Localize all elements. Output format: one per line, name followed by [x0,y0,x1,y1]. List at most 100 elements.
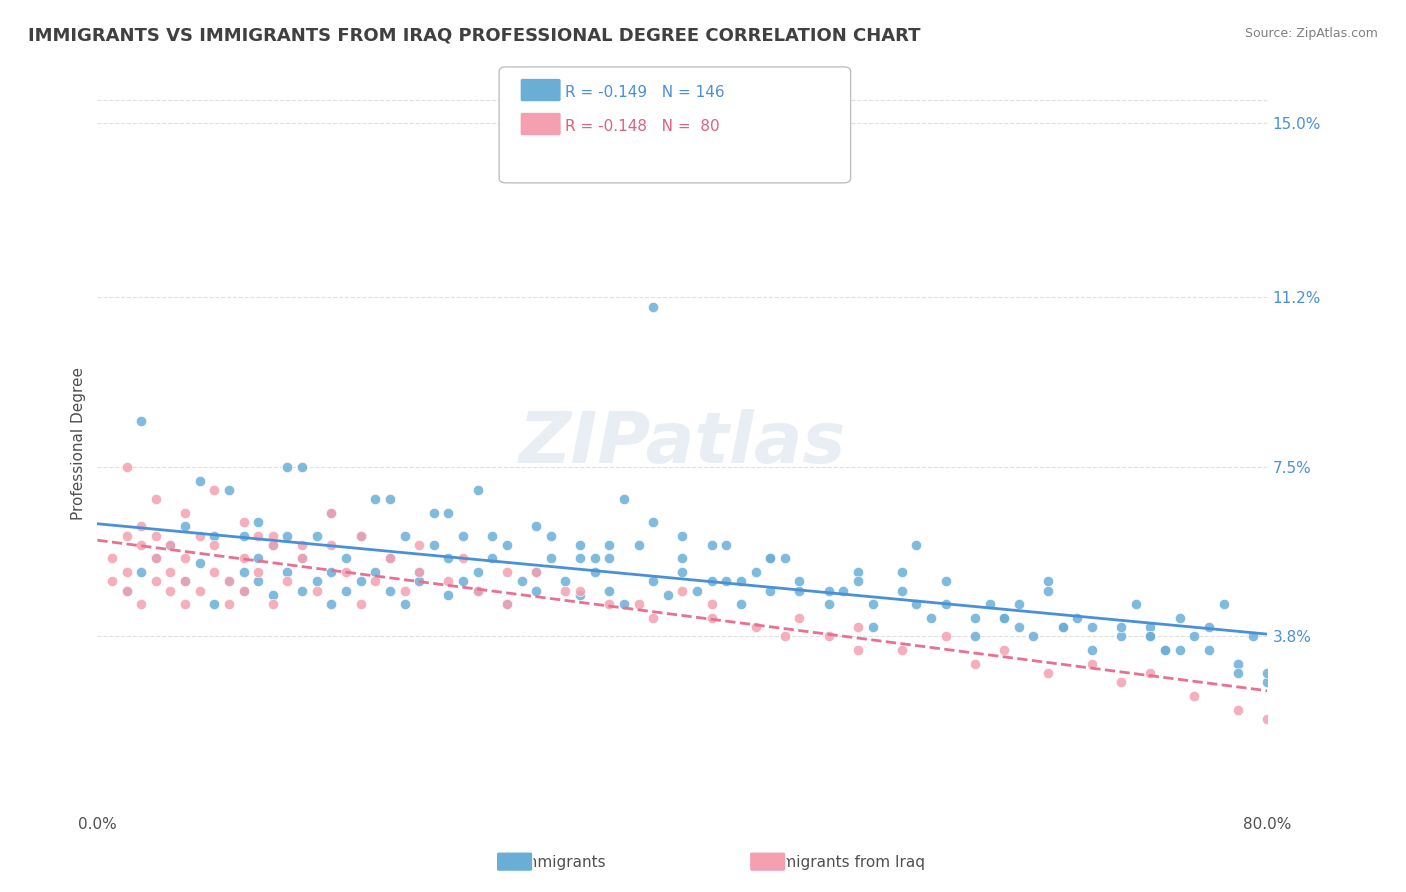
Point [129,566,152,580]
Point [305,583,328,598]
Point [716,574,738,589]
Point [202,538,225,552]
Point [262,538,284,552]
Point [1198,643,1220,657]
Point [700,538,723,552]
Point [174,551,197,566]
Point [437,506,460,520]
Point [1256,675,1278,690]
Point [262,538,284,552]
Point [1154,643,1177,657]
Point [613,491,636,506]
Point [276,574,298,589]
Point [759,551,782,566]
Point [716,538,738,552]
Text: R = -0.148   N =  80: R = -0.148 N = 80 [565,120,720,134]
Point [773,629,796,643]
Point [627,538,650,552]
Point [657,588,679,602]
Point [202,566,225,580]
Point [700,597,723,611]
Point [159,538,181,552]
Point [218,574,240,589]
Point [394,528,416,542]
Point [496,538,519,552]
Point [321,506,343,520]
Point [321,538,343,552]
Point [643,574,665,589]
Point [451,574,474,589]
Point [321,566,343,580]
Point [321,597,343,611]
Point [188,556,211,570]
Point [700,611,723,625]
Point [291,583,314,598]
Point [1008,597,1031,611]
Point [423,506,446,520]
Point [115,459,138,474]
Point [291,459,314,474]
Point [1212,597,1234,611]
Point [202,483,225,497]
Point [174,597,197,611]
Point [817,629,839,643]
Point [1182,689,1205,703]
Point [1227,666,1250,681]
Point [145,551,167,566]
Point [627,597,650,611]
Point [789,574,811,589]
Point [232,515,254,529]
Point [1139,666,1161,681]
Point [262,588,284,602]
Point [218,483,240,497]
Point [730,574,752,589]
Point [174,574,197,589]
Point [394,597,416,611]
Point [569,538,592,552]
Point [305,574,328,589]
Point [832,583,855,598]
Point [276,566,298,580]
Point [700,574,723,589]
Point [364,574,387,589]
Point [1109,629,1132,643]
Point [218,597,240,611]
Point [905,597,928,611]
Point [1154,643,1177,657]
Point [101,551,124,566]
Point [643,300,665,314]
Point [408,566,430,580]
Text: IMMIGRANTS VS IMMIGRANTS FROM IRAQ PROFESSIONAL DEGREE CORRELATION CHART: IMMIGRANTS VS IMMIGRANTS FROM IRAQ PROFE… [28,27,921,45]
Point [335,551,357,566]
Point [524,566,547,580]
Point [335,583,357,598]
Point [378,583,401,598]
Point [569,588,592,602]
Point [451,528,474,542]
Point [598,597,620,611]
Point [773,551,796,566]
Point [232,551,254,566]
Point [671,528,693,542]
Point [174,506,197,520]
Point [993,611,1015,625]
Point [101,574,124,589]
Point [232,583,254,598]
Point [232,566,254,580]
Point [145,528,167,542]
Point [115,528,138,542]
Point [349,528,371,542]
Point [1008,620,1031,634]
Point [378,551,401,566]
Text: Immigrants: Immigrants [519,855,606,870]
Text: Source: ZipAtlas.com: Source: ZipAtlas.com [1244,27,1378,40]
Point [686,583,709,598]
Point [554,574,576,589]
Point [862,597,884,611]
Point [789,583,811,598]
Point [145,574,167,589]
Point [276,528,298,542]
Point [291,551,314,566]
Point [437,551,460,566]
Point [1036,583,1059,598]
